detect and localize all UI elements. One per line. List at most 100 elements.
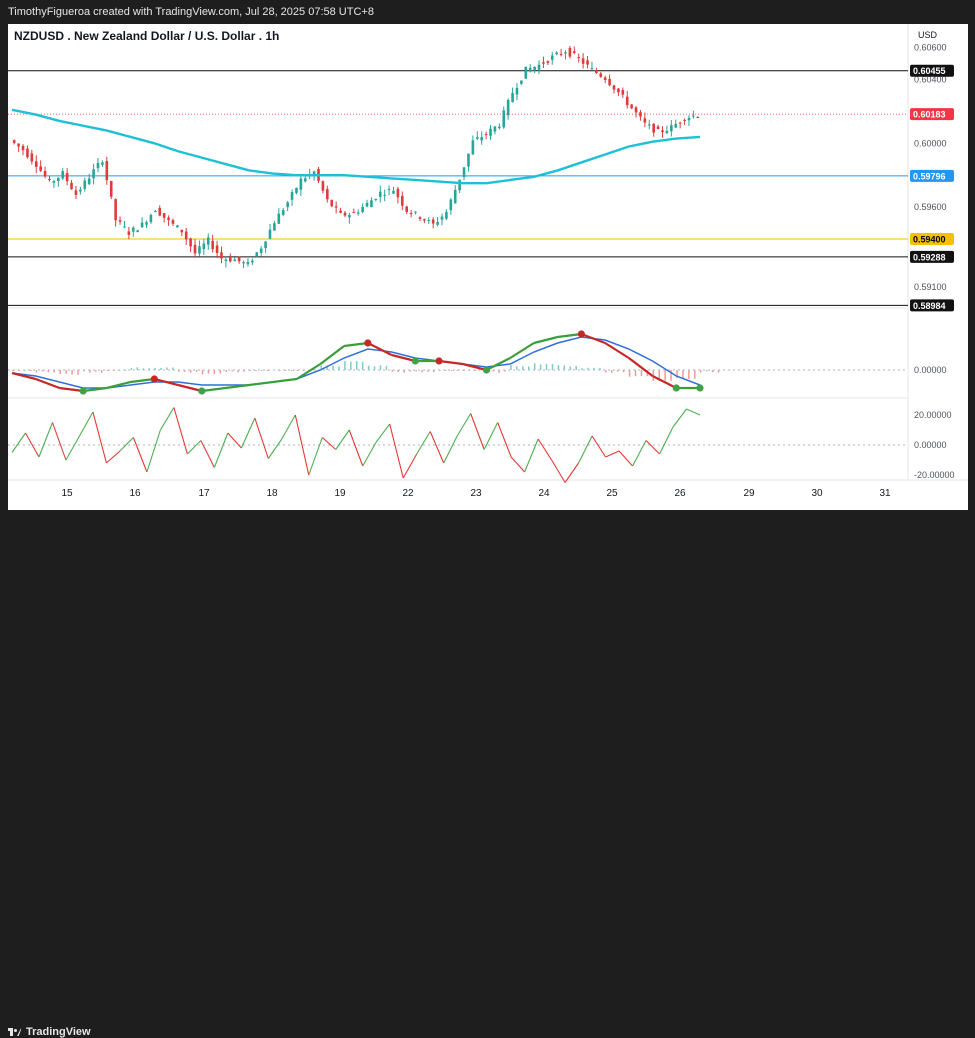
candle-body bbox=[409, 213, 413, 215]
candle-body bbox=[401, 195, 404, 206]
macd-histogram-bar bbox=[207, 370, 210, 374]
price-tick-label: 0.59600 bbox=[914, 202, 947, 212]
macd-histogram-bar bbox=[468, 370, 471, 371]
macd-histogram-bar bbox=[397, 370, 400, 373]
candle-body bbox=[537, 64, 541, 70]
macd-tick-label: 0.00000 bbox=[914, 365, 947, 375]
macd-line-segment bbox=[272, 377, 297, 384]
oscillator-line-segment bbox=[605, 450, 620, 458]
macd-histogram-bar bbox=[403, 370, 405, 373]
macd-histogram-bar bbox=[83, 370, 85, 372]
candle-body bbox=[471, 140, 475, 155]
top-bar: TimothyFigueroa created with TradingView… bbox=[0, 0, 975, 24]
oscillator-line-segment bbox=[375, 423, 391, 443]
macd-histogram-bar bbox=[112, 370, 115, 371]
candle-body bbox=[480, 137, 483, 141]
candle-body bbox=[277, 213, 281, 224]
macd-cross-dot bbox=[198, 387, 206, 395]
oscillator-tick-label: 20.00000 bbox=[914, 410, 952, 420]
candle-body bbox=[65, 172, 69, 182]
macd-line-segment bbox=[225, 383, 250, 390]
macd-line-segment bbox=[462, 362, 487, 372]
macd-histogram-bar bbox=[237, 370, 239, 373]
macd-histogram-bar bbox=[41, 370, 44, 372]
macd-cross-dot bbox=[411, 357, 419, 365]
tradingview-logo[interactable]: TradingView bbox=[8, 1026, 91, 1038]
candle-body bbox=[502, 110, 506, 128]
candle-body bbox=[140, 222, 144, 228]
candle-body bbox=[577, 57, 581, 59]
oscillator-line-segment bbox=[456, 413, 472, 437]
candle-body bbox=[414, 211, 417, 213]
macd-histogram-bar bbox=[213, 370, 216, 374]
candle-body bbox=[683, 119, 686, 121]
candle-body bbox=[105, 161, 109, 181]
macd-histogram-bar bbox=[231, 370, 233, 372]
oscillator-line-segment bbox=[551, 459, 566, 483]
candle-body bbox=[162, 213, 166, 218]
candle-body bbox=[643, 118, 647, 123]
macd-histogram-bar bbox=[201, 370, 204, 375]
price-level-label: 0.58984 bbox=[913, 301, 946, 311]
macd-histogram-bar bbox=[338, 366, 340, 370]
candle-body bbox=[273, 223, 276, 231]
candle-body bbox=[202, 243, 206, 250]
macd-line-segment bbox=[580, 332, 606, 345]
macd-line-segment bbox=[319, 345, 345, 365]
candle-body bbox=[427, 219, 431, 221]
chart-svg[interactable]: NZDUSD . New Zealand Dollar / U.S. Dolla… bbox=[8, 24, 968, 510]
macd-histogram-bar bbox=[676, 370, 678, 379]
time-tick-label: 26 bbox=[674, 488, 686, 499]
candle-body bbox=[436, 221, 439, 225]
candle-body bbox=[564, 52, 567, 54]
candle-body bbox=[290, 192, 294, 200]
candle-body bbox=[396, 188, 400, 198]
candle-body bbox=[242, 261, 245, 264]
macd-line-segment bbox=[296, 363, 322, 380]
macd-line-segment bbox=[83, 386, 108, 393]
macd-histogram-bar bbox=[545, 363, 548, 370]
macd-histogram-bar bbox=[628, 370, 631, 377]
price-level-label: 0.59400 bbox=[913, 235, 946, 245]
time-tick-label: 23 bbox=[470, 488, 482, 499]
macd-histogram-bar bbox=[379, 365, 382, 370]
oscillator-line-segment bbox=[132, 437, 148, 473]
candle-body bbox=[423, 219, 426, 221]
macd-cross-dot bbox=[435, 357, 443, 365]
macd-line-segment bbox=[391, 353, 416, 363]
candle-body bbox=[339, 210, 342, 213]
macd-histogram-bar bbox=[670, 370, 672, 381]
oscillator-line-segment bbox=[659, 426, 674, 455]
oscillator-line-segment bbox=[362, 441, 377, 467]
candle-body bbox=[184, 231, 188, 240]
candle-body bbox=[634, 107, 638, 113]
candle-body bbox=[167, 217, 170, 220]
oscillator-line-segment bbox=[200, 440, 215, 468]
oscillator-line-segment bbox=[281, 414, 296, 440]
candle-body bbox=[154, 211, 157, 213]
candle-body bbox=[220, 252, 223, 259]
candle-body bbox=[281, 210, 285, 215]
macd-cross-dot bbox=[577, 330, 585, 338]
macd-histogram-bar bbox=[433, 370, 435, 373]
macd-histogram-bar bbox=[682, 370, 684, 379]
candle-body bbox=[96, 162, 100, 169]
macd-histogram-bar bbox=[136, 367, 139, 370]
candle-body bbox=[343, 212, 347, 216]
candle-body bbox=[57, 177, 60, 181]
candle-body bbox=[74, 190, 78, 195]
macd-histogram-bar bbox=[421, 370, 423, 373]
macd-histogram-bar bbox=[23, 369, 26, 371]
candle-body bbox=[189, 238, 192, 247]
candle-body bbox=[299, 178, 303, 190]
macd-line-segment bbox=[628, 357, 654, 377]
macd-histogram-bar bbox=[195, 370, 198, 372]
candle-body bbox=[370, 200, 373, 208]
tradingview-logo-text: TradingView bbox=[26, 1026, 91, 1038]
macd-histogram-bar bbox=[142, 368, 144, 370]
oscillator-line-segment bbox=[348, 429, 364, 467]
oscillator-line-segment bbox=[510, 456, 526, 473]
macd-line-segment bbox=[533, 335, 558, 345]
candle-body bbox=[114, 199, 117, 221]
macd-histogram-bar bbox=[314, 369, 316, 371]
